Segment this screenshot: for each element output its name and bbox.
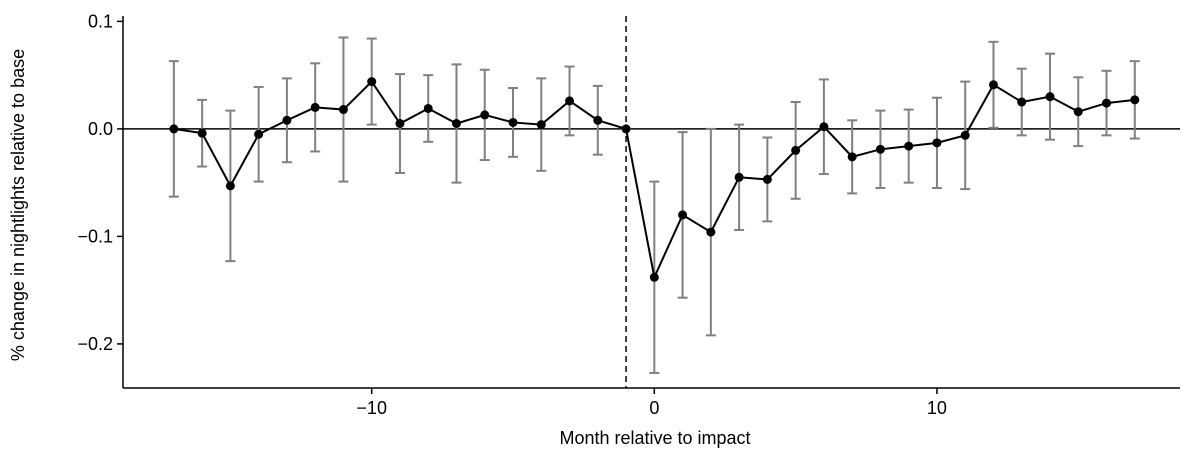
x-tick-label: 0: [649, 398, 659, 418]
point: [423, 103, 433, 113]
point: [734, 172, 744, 182]
x-tick-label: 10: [927, 398, 947, 418]
point: [169, 124, 179, 134]
y-tick-label: 0.0: [88, 119, 113, 139]
point: [593, 115, 603, 125]
point: [706, 227, 716, 237]
point: [1017, 97, 1027, 107]
point: [1102, 98, 1112, 108]
point: [254, 129, 264, 139]
point: [367, 77, 377, 87]
point: [1130, 95, 1140, 105]
point: [282, 115, 292, 125]
point: [819, 122, 829, 132]
point: [932, 138, 942, 148]
point: [1073, 107, 1083, 117]
point: [536, 120, 546, 130]
point: [762, 174, 772, 184]
point: [395, 119, 405, 129]
x-axis-label: Month relative to impact: [559, 428, 750, 448]
point: [565, 96, 575, 106]
point: [338, 105, 348, 115]
y-axis-label: % change in nightlights relative to base: [8, 49, 28, 361]
x-tick-label: −10: [356, 398, 387, 418]
point: [678, 210, 688, 220]
point: [225, 181, 235, 191]
point: [649, 272, 659, 282]
y-tick-label: 0.1: [88, 11, 113, 31]
point: [791, 145, 801, 155]
point: [988, 80, 998, 90]
point: [904, 141, 914, 151]
point: [508, 117, 518, 127]
point: [451, 119, 461, 129]
y-tick-label: −0.2: [77, 334, 113, 354]
point: [621, 124, 631, 134]
point: [847, 152, 857, 162]
point: [960, 130, 970, 140]
point: [875, 144, 885, 154]
point: [480, 110, 490, 120]
point: [310, 102, 320, 112]
y-tick-label: −0.1: [77, 226, 113, 246]
point: [1045, 92, 1055, 102]
point: [197, 128, 207, 138]
